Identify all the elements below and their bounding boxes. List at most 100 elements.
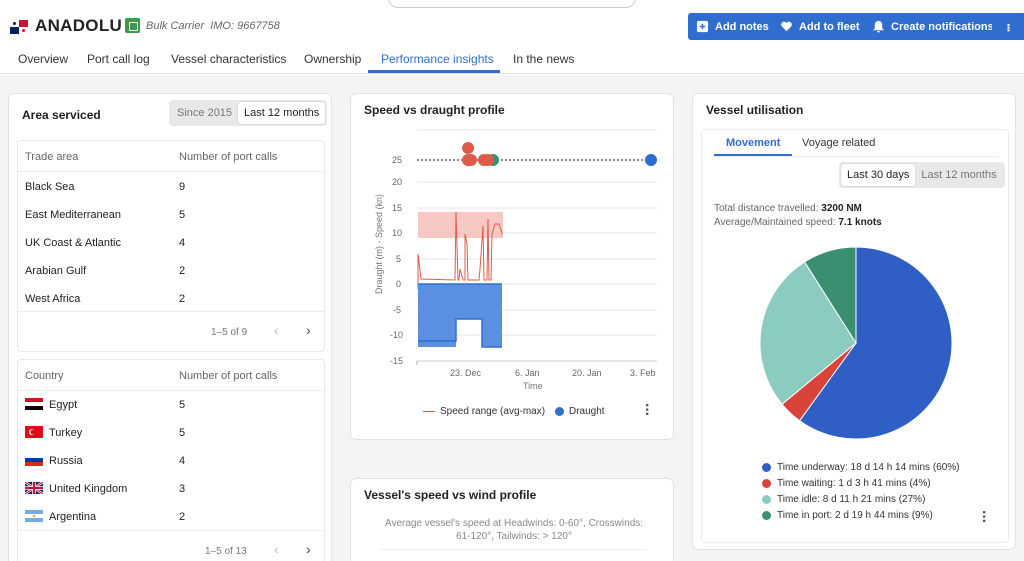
y-tick: -5 bbox=[393, 305, 402, 315]
utilisation-title: Vessel utilisation bbox=[706, 103, 804, 117]
tab-in-the-news[interactable]: In the news bbox=[513, 52, 575, 66]
pie-slice-2[interactable] bbox=[759, 261, 857, 405]
country-pager-text: 1–5 of 13 bbox=[205, 546, 247, 557]
trade-count: 5 bbox=[179, 209, 186, 221]
area-period-toggle: Since 2015 Last 12 months bbox=[169, 100, 328, 126]
y-tick: 25 bbox=[392, 155, 403, 165]
trade-count: 2 bbox=[179, 293, 186, 305]
legend-in-port[interactable]: Time in port: 2 d 19 h 44 mins (9%) bbox=[762, 510, 933, 521]
wind-profile-title: Vessel's speed vs wind profile bbox=[364, 488, 537, 502]
trade-count: 4 bbox=[179, 237, 186, 249]
y-tick: 15 bbox=[392, 203, 403, 213]
utilisation-panel: Movement Voyage related Last 30 days Las… bbox=[701, 129, 1009, 543]
average-speed: Average/Maintained speed: 7.1 knots bbox=[714, 217, 882, 228]
x-tick: 23. Dec bbox=[450, 368, 482, 378]
y-tick: 5 bbox=[396, 254, 402, 264]
tab-ownership[interactable]: Ownership bbox=[304, 52, 362, 66]
pie-slice-3[interactable] bbox=[803, 246, 857, 345]
last-12-months-option[interactable]: Last 12 months bbox=[238, 102, 326, 124]
add-note-icon bbox=[696, 20, 709, 33]
prev-page-icon[interactable]: ‹ bbox=[274, 322, 279, 338]
next-page-icon[interactable]: › bbox=[306, 541, 311, 557]
tab-bar: Overview Port call log Vessel characteri… bbox=[0, 44, 1024, 74]
y-tick: 0 bbox=[396, 279, 402, 289]
legend-swatch bbox=[762, 463, 771, 472]
table-row-country: Egypt bbox=[49, 399, 78, 411]
table-row-country: Russia bbox=[49, 455, 83, 467]
legend-underway[interactable]: Time underway: 18 d 14 h 14 mins (60%) bbox=[762, 462, 960, 473]
country-count: 3 bbox=[179, 483, 186, 495]
legend-swatch bbox=[762, 479, 771, 488]
draught-markers bbox=[462, 142, 657, 167]
pie-slice-0[interactable] bbox=[798, 246, 953, 440]
next-page-icon[interactable]: › bbox=[306, 322, 311, 338]
create-notifications-button[interactable]: Create notifications bbox=[864, 13, 1002, 40]
speed-draught-chart bbox=[416, 129, 657, 365]
total-distance: Total distance travelled: 3200 NM bbox=[714, 203, 862, 214]
since-2015-option[interactable]: Since 2015 bbox=[177, 107, 233, 119]
trade-pager-text: 1–5 of 9 bbox=[211, 327, 248, 338]
chart-menu-icon[interactable]: ··· bbox=[638, 403, 655, 416]
table-row-country: Argentina bbox=[49, 511, 97, 523]
vessel-type-imo: Bulk Carrier IMO: 9667758 bbox=[146, 20, 280, 32]
table-row-trade: West Africa bbox=[25, 293, 81, 305]
vessel-name: ANADOLU S bbox=[35, 16, 139, 35]
trade-area-header: Trade area bbox=[25, 151, 79, 163]
vessel-header: ANADOLU S Bulk Carrier IMO: 9667758 Add … bbox=[0, 0, 1024, 44]
x-axis-label: Time bbox=[523, 381, 543, 391]
wind-profile-description: Average vessel's speed at Headwinds: 0-6… bbox=[384, 518, 644, 542]
table-row-trade: Arabian Gulf bbox=[25, 265, 87, 277]
speed-draught-title: Speed vs draught profile bbox=[364, 103, 505, 117]
tab-overview[interactable]: Overview bbox=[18, 52, 69, 66]
tab-movement[interactable]: Movement bbox=[726, 137, 781, 149]
tab-voyage-related[interactable]: Voyage related bbox=[802, 137, 876, 149]
y-tick: -15 bbox=[390, 356, 404, 366]
port-calls-header: Number of port calls bbox=[179, 151, 278, 163]
more-options-button[interactable]: ··· bbox=[992, 13, 1024, 40]
turkey-flag-icon bbox=[25, 426, 43, 438]
area-serviced-card: Area serviced Since 2015 Last 12 months … bbox=[8, 93, 332, 561]
pie-menu-icon[interactable]: ··· bbox=[975, 510, 992, 523]
vessel-status-icon bbox=[125, 18, 140, 33]
country-header: Country bbox=[25, 370, 64, 382]
speed-draught-card: Speed vs draught profile bbox=[350, 93, 674, 440]
last-12-months-option[interactable]: Last 12 months bbox=[921, 169, 997, 181]
trade-count: 9 bbox=[179, 181, 186, 193]
legend-idle[interactable]: Time idle: 8 d 11 h 21 mins (27%) bbox=[762, 494, 925, 505]
y-tick: -10 bbox=[390, 330, 404, 340]
country-port-calls-header: Number of port calls bbox=[179, 370, 278, 382]
table-row-country: Turkey bbox=[49, 427, 83, 439]
argentina-flag-icon bbox=[25, 510, 43, 522]
legend-draught[interactable]: Draught bbox=[555, 406, 605, 417]
country-count: 4 bbox=[179, 455, 186, 467]
country-count: 2 bbox=[179, 511, 186, 523]
legend-speed[interactable]: Speed range (avg-max) bbox=[423, 406, 545, 417]
add-to-fleet-button[interactable]: Add to fleet bbox=[772, 13, 868, 40]
speed-line bbox=[417, 211, 503, 289]
last-30-days-option[interactable]: Last 30 days bbox=[841, 164, 916, 186]
table-row-trade: Black Sea bbox=[25, 181, 75, 193]
tab-vessel-characteristics[interactable]: Vessel characteristics bbox=[171, 52, 287, 66]
utilisation-card: Vessel utilisation Movement Voyage relat… bbox=[692, 93, 1016, 550]
more-vert-icon: ··· bbox=[1001, 22, 1017, 31]
table-row-country: United Kingdom bbox=[49, 483, 128, 495]
speed-range-band bbox=[418, 212, 503, 238]
add-notes-button[interactable]: Add notes bbox=[688, 13, 777, 40]
country-count: 5 bbox=[179, 399, 186, 411]
utilisation-period-toggle: Last 30 days Last 12 months bbox=[839, 162, 1005, 188]
bell-icon bbox=[872, 20, 885, 33]
tab-performance-insights[interactable]: Performance insights bbox=[381, 52, 494, 66]
prev-page-icon[interactable]: ‹ bbox=[274, 541, 279, 557]
table-row-trade: East Mediterranean bbox=[25, 209, 121, 221]
legend-waiting[interactable]: Time waiting: 1 d 3 h 41 mins (4%) bbox=[762, 478, 931, 489]
egypt-flag-icon bbox=[25, 398, 43, 410]
country-count: 5 bbox=[179, 427, 186, 439]
utilisation-pie-chart bbox=[759, 246, 953, 440]
russia-flag-icon bbox=[25, 454, 43, 466]
panama-flag-icon bbox=[10, 20, 28, 34]
uk-flag-icon bbox=[25, 482, 43, 494]
active-tab-indicator bbox=[368, 70, 500, 73]
y-tick: 20 bbox=[392, 177, 403, 187]
area-serviced-title: Area serviced bbox=[22, 108, 101, 122]
tab-port-call-log[interactable]: Port call log bbox=[87, 52, 150, 66]
